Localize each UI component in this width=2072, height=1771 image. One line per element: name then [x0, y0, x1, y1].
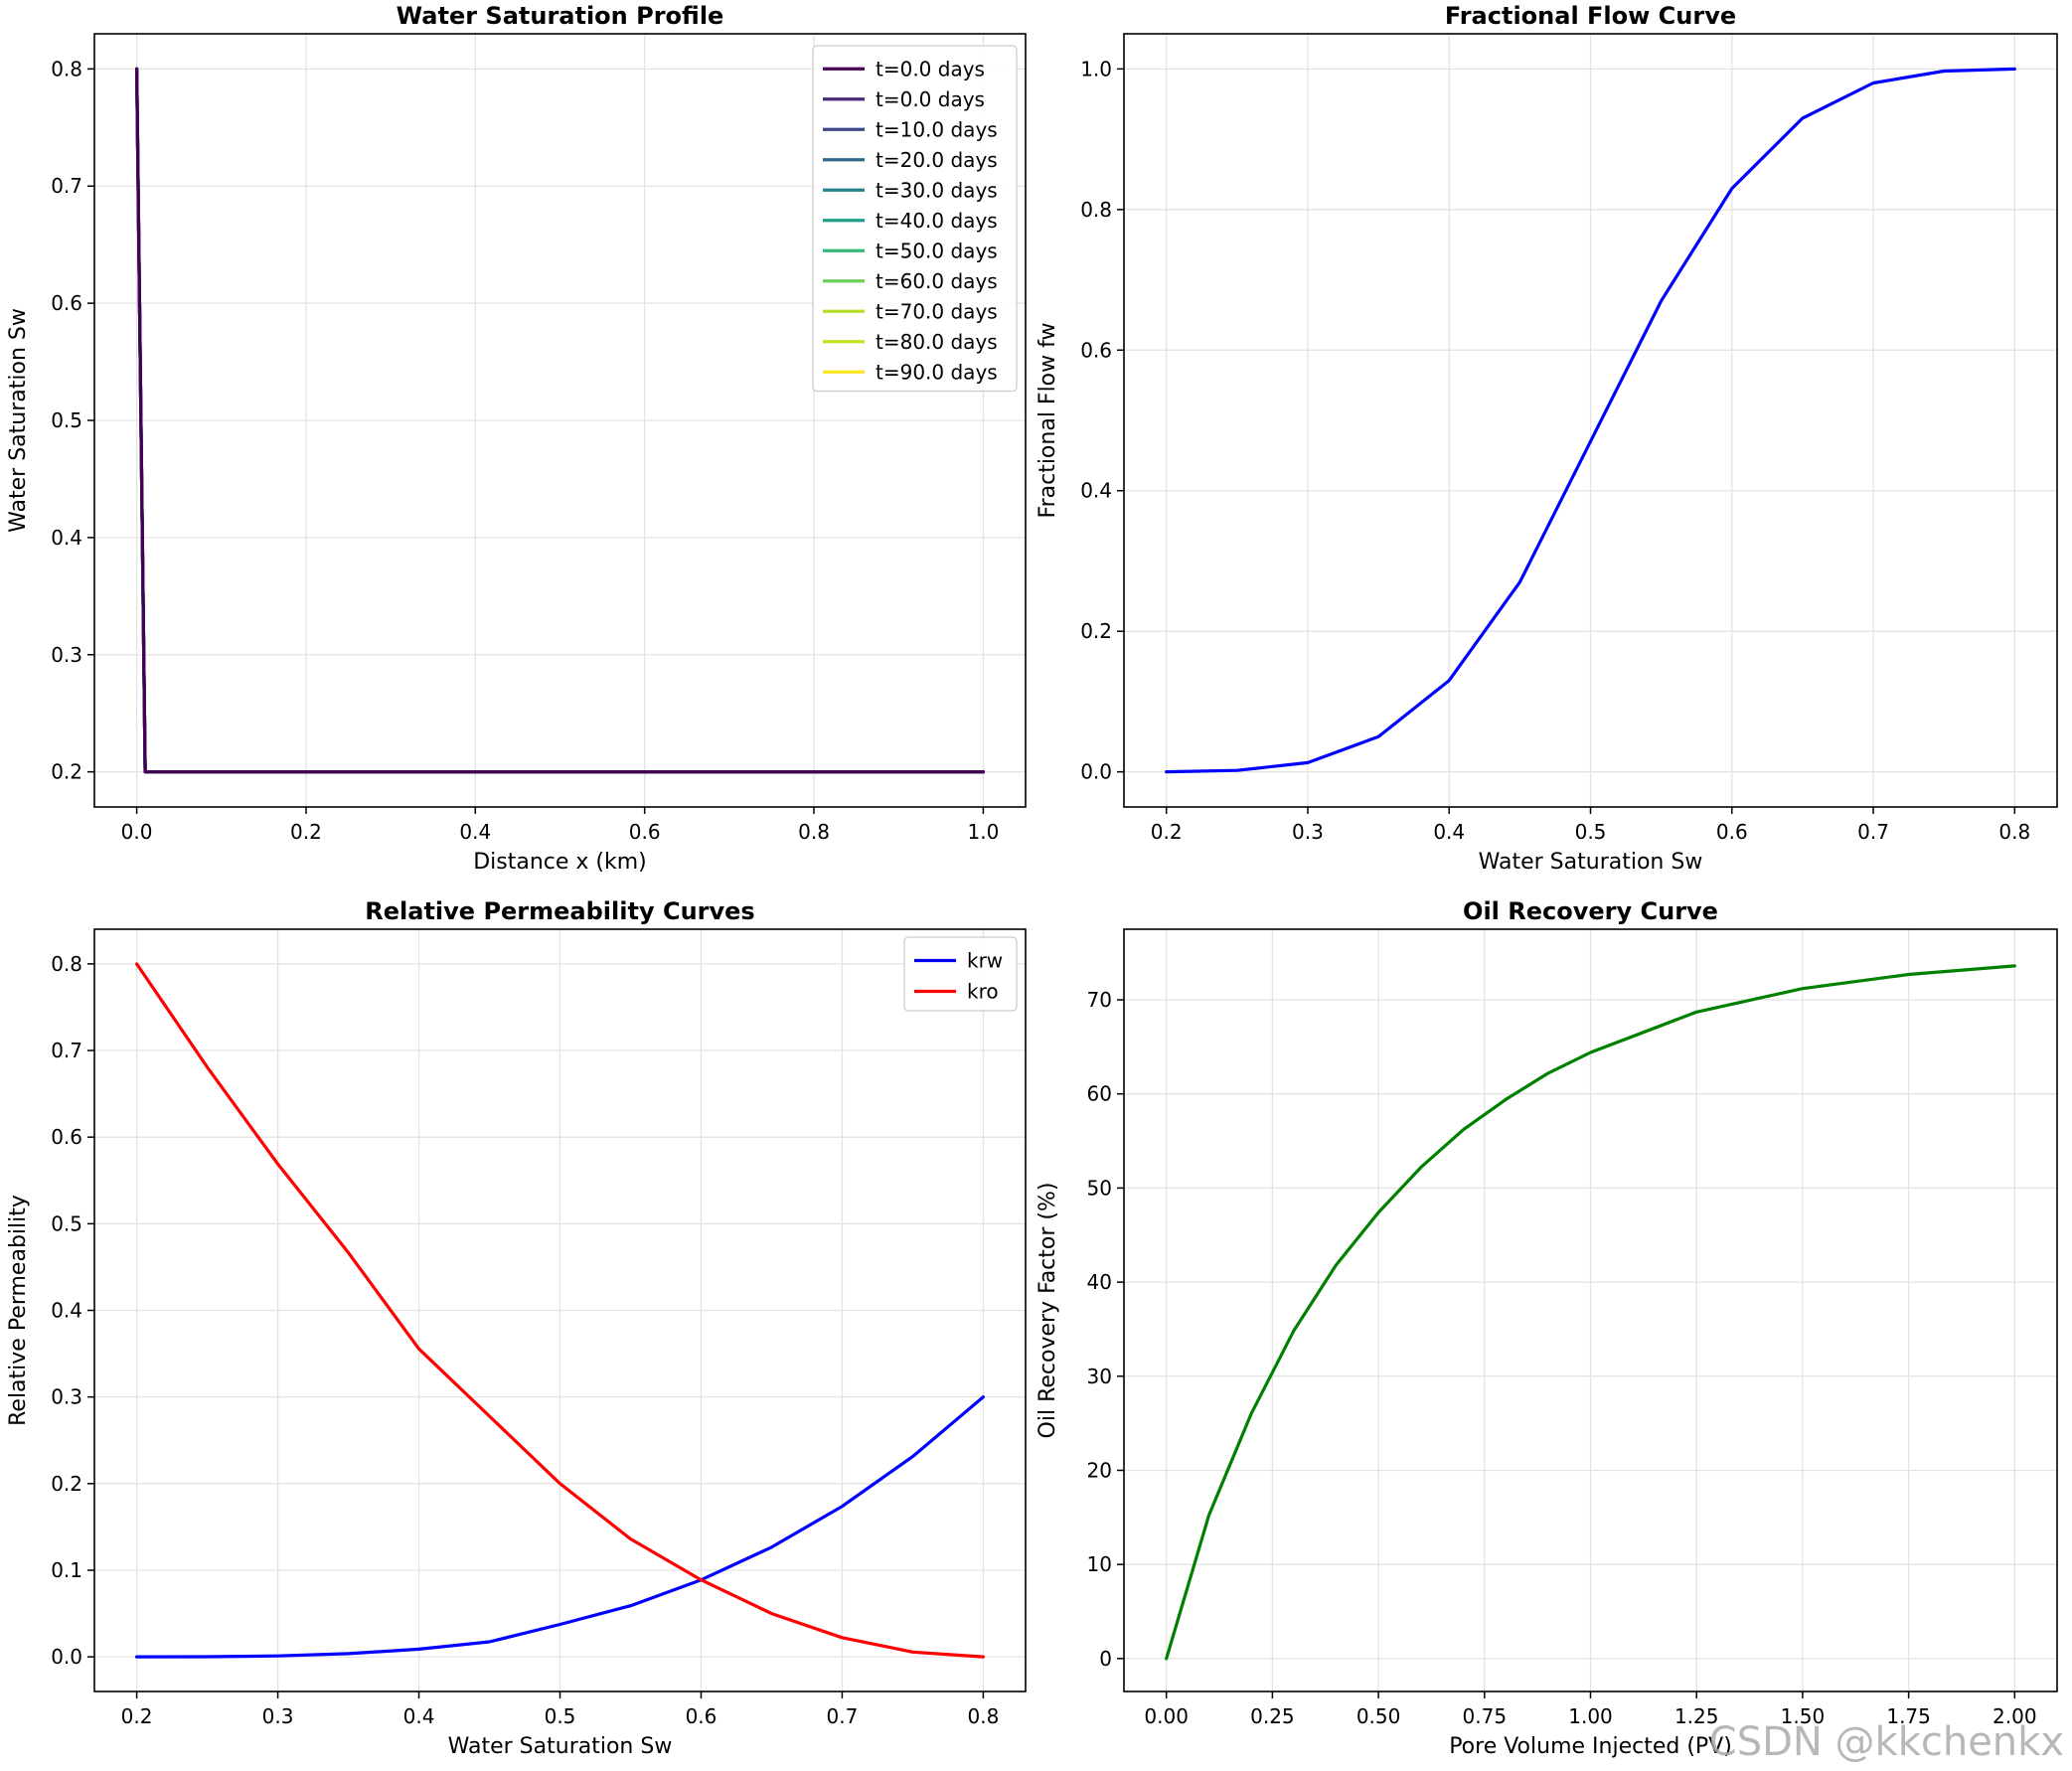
series-line-fw [1165, 67, 2016, 774]
y-tick-label: 1.0 [1080, 57, 1112, 80]
x-tick-label: 0.5 [545, 1704, 576, 1728]
y-tick-label: 30 [1087, 1365, 1112, 1388]
x-tick-label: 0.7 [827, 1704, 859, 1728]
y-tick-label: 60 [1087, 1082, 1112, 1106]
y-axis-label: Oil Recovery Factor (%) [1036, 1183, 1060, 1439]
x-tick-label: 0.4 [403, 1704, 435, 1728]
legend-label-t-30-0-days: t=30.0 days [876, 178, 998, 202]
y-axis-label: Fractional Flow fw [1036, 323, 1060, 519]
y-tick-label: 0.5 [51, 408, 82, 432]
chart-title: Fractional Flow Curve [1445, 2, 1736, 30]
y-tick-label: 20 [1087, 1458, 1112, 1482]
y-tick-label: 40 [1087, 1270, 1112, 1294]
chart-title: Relative Permeability Curves [365, 897, 754, 925]
y-axis-label: Relative Permeability [6, 1195, 31, 1426]
y-tick-label: 0.4 [51, 526, 82, 550]
x-tick-label: 0.75 [1463, 1704, 1508, 1728]
y-tick-label: 0.6 [51, 1125, 82, 1149]
y-tick-label: 0.6 [51, 291, 82, 315]
legend: t=0.0 days t=0.0 days t=10.0 days t=20.0 da… [812, 45, 1018, 393]
x-tick-label: 1.25 [1674, 1704, 1719, 1728]
chart-title: Water Saturation Profile [397, 2, 724, 30]
legend-label-kro: kro [967, 980, 999, 1004]
x-axis-label: Water Saturation Sw [1479, 850, 1703, 875]
y-tick-label: 50 [1087, 1176, 1112, 1200]
y-axis-label: Water Saturation Sw [6, 308, 31, 533]
watermark: CSDN @kkchenkx [1708, 1719, 2064, 1765]
y-tick-label: 0.5 [51, 1211, 82, 1235]
legend-label-t-0-0-days: t=0.0 days [876, 87, 985, 111]
x-tick-label: 0.7 [1857, 820, 1889, 844]
legend-label-krw: krw [967, 949, 1003, 973]
x-tick-label: 0.50 [1356, 1704, 1401, 1728]
x-tick-label: 0.2 [121, 1704, 153, 1728]
y-tick-label: 0.0 [1080, 760, 1112, 784]
y-tick-label: 0.6 [1080, 338, 1112, 362]
x-tick-label: 0.0 [121, 820, 153, 844]
series-line-kro [135, 962, 986, 1659]
x-tick-label: 0.2 [1151, 820, 1183, 844]
legend-label-t-50-0-days: t=50.0 days [876, 239, 998, 262]
y-tick-label: 10 [1087, 1552, 1112, 1576]
x-tick-label: 0.8 [968, 1704, 1000, 1728]
x-tick-label: 0.6 [686, 1704, 717, 1728]
y-tick-label: 0.4 [1080, 479, 1112, 503]
x-tick-label: 2.00 [1992, 1704, 2037, 1728]
x-tick-label: 0.6 [1716, 820, 1748, 844]
panel-fractional-flow-curve: 0.2 0.3 0.4 0.5 0.6 0.7 0.8 0.0 0.2 0.4 0.6 0.8 1.0 F… [1036, 2, 2058, 875]
x-axis-label: Water Saturation Sw [448, 1734, 673, 1759]
x-tick-label: 0.3 [262, 1704, 294, 1728]
y-tick-label: 0.2 [51, 1472, 82, 1496]
y-tick-label: 0.4 [51, 1299, 82, 1323]
y-tick-label: 0.7 [51, 1039, 82, 1062]
x-tick-label: 0.8 [1998, 820, 2030, 844]
legend-label-t-70-0-days: t=70.0 days [876, 299, 998, 323]
legend-label-t-40-0-days: t=40.0 days [876, 209, 998, 233]
legend-label-t-10-0-days: t=10.0 days [876, 117, 998, 141]
panel-oil-recovery-curve: 0.00 0.25 0.50 0.75 1.00 1.25 1.50 1.75 2.00 0 10 2… [1036, 897, 2058, 1759]
x-tick-label: 1.50 [1781, 1704, 1826, 1728]
legend-label-t-20-0-days: t=20.0 days [876, 148, 998, 172]
x-tick-label: 1.75 [1886, 1704, 1931, 1728]
series-line-recovery [1165, 964, 2016, 1661]
y-tick-label: 0.2 [1080, 619, 1112, 643]
x-tick-label: 0.5 [1575, 820, 1607, 844]
legend: krw kro [903, 936, 1018, 1012]
x-tick-label: 0.4 [1433, 820, 1465, 844]
x-tick-label: 1.00 [1568, 1704, 1613, 1728]
x-tick-label: 0.8 [798, 820, 830, 844]
y-tick-label: 0.1 [51, 1558, 82, 1582]
legend-label-t-60-0-days: t=60.0 days [876, 269, 998, 293]
x-tick-label: 0.6 [629, 820, 661, 844]
y-tick-label: 0.3 [51, 643, 82, 667]
legend-label-t-80-0-days: t=80.0 days [876, 330, 998, 354]
legend-label-t-90-0-days: t=90.0 days [876, 360, 998, 384]
x-tick-label: 0.3 [1292, 820, 1324, 844]
y-tick-label: 0.8 [1080, 198, 1112, 222]
x-tick-label: 0.00 [1144, 1704, 1189, 1728]
y-tick-label: 0.2 [51, 760, 82, 784]
y-tick-label: 70 [1087, 988, 1112, 1012]
x-axis-label: Pore Volume Injected (PV) [1449, 1734, 1732, 1759]
y-tick-label: 0.8 [51, 952, 82, 976]
panel-water-saturation-profile: 0.0 0.2 0.4 0.6 0.8 1.0 0.2 0.3 0.4 0.5 0.6 0.7 0.8 W… [6, 2, 1027, 875]
x-tick-label: 1.0 [968, 820, 1000, 844]
chart-title: Oil Recovery Curve [1463, 897, 1718, 925]
y-tick-label: 0.0 [51, 1645, 82, 1669]
y-tick-label: 0.3 [51, 1385, 82, 1409]
x-tick-label: 0.4 [459, 820, 491, 844]
y-tick-label: 0.8 [51, 57, 82, 80]
y-tick-label: 0.7 [51, 174, 82, 198]
series-line-krw [135, 1395, 986, 1659]
y-tick-label: 0 [1099, 1647, 1112, 1671]
x-axis-label: Distance x (km) [473, 850, 647, 875]
panel-relative-permeability-curves: 0.2 0.3 0.4 0.5 0.6 0.7 0.8 0.0 0.1 0.2 0.3 0.4 0.5 0… [6, 897, 1027, 1759]
legend-label-t-0-0-days: t=0.0 days [876, 57, 985, 80]
x-tick-label: 0.25 [1250, 1704, 1295, 1728]
series-line-t-0-0-days [135, 67, 986, 774]
x-tick-label: 0.2 [290, 820, 322, 844]
legend-box [812, 45, 1018, 393]
